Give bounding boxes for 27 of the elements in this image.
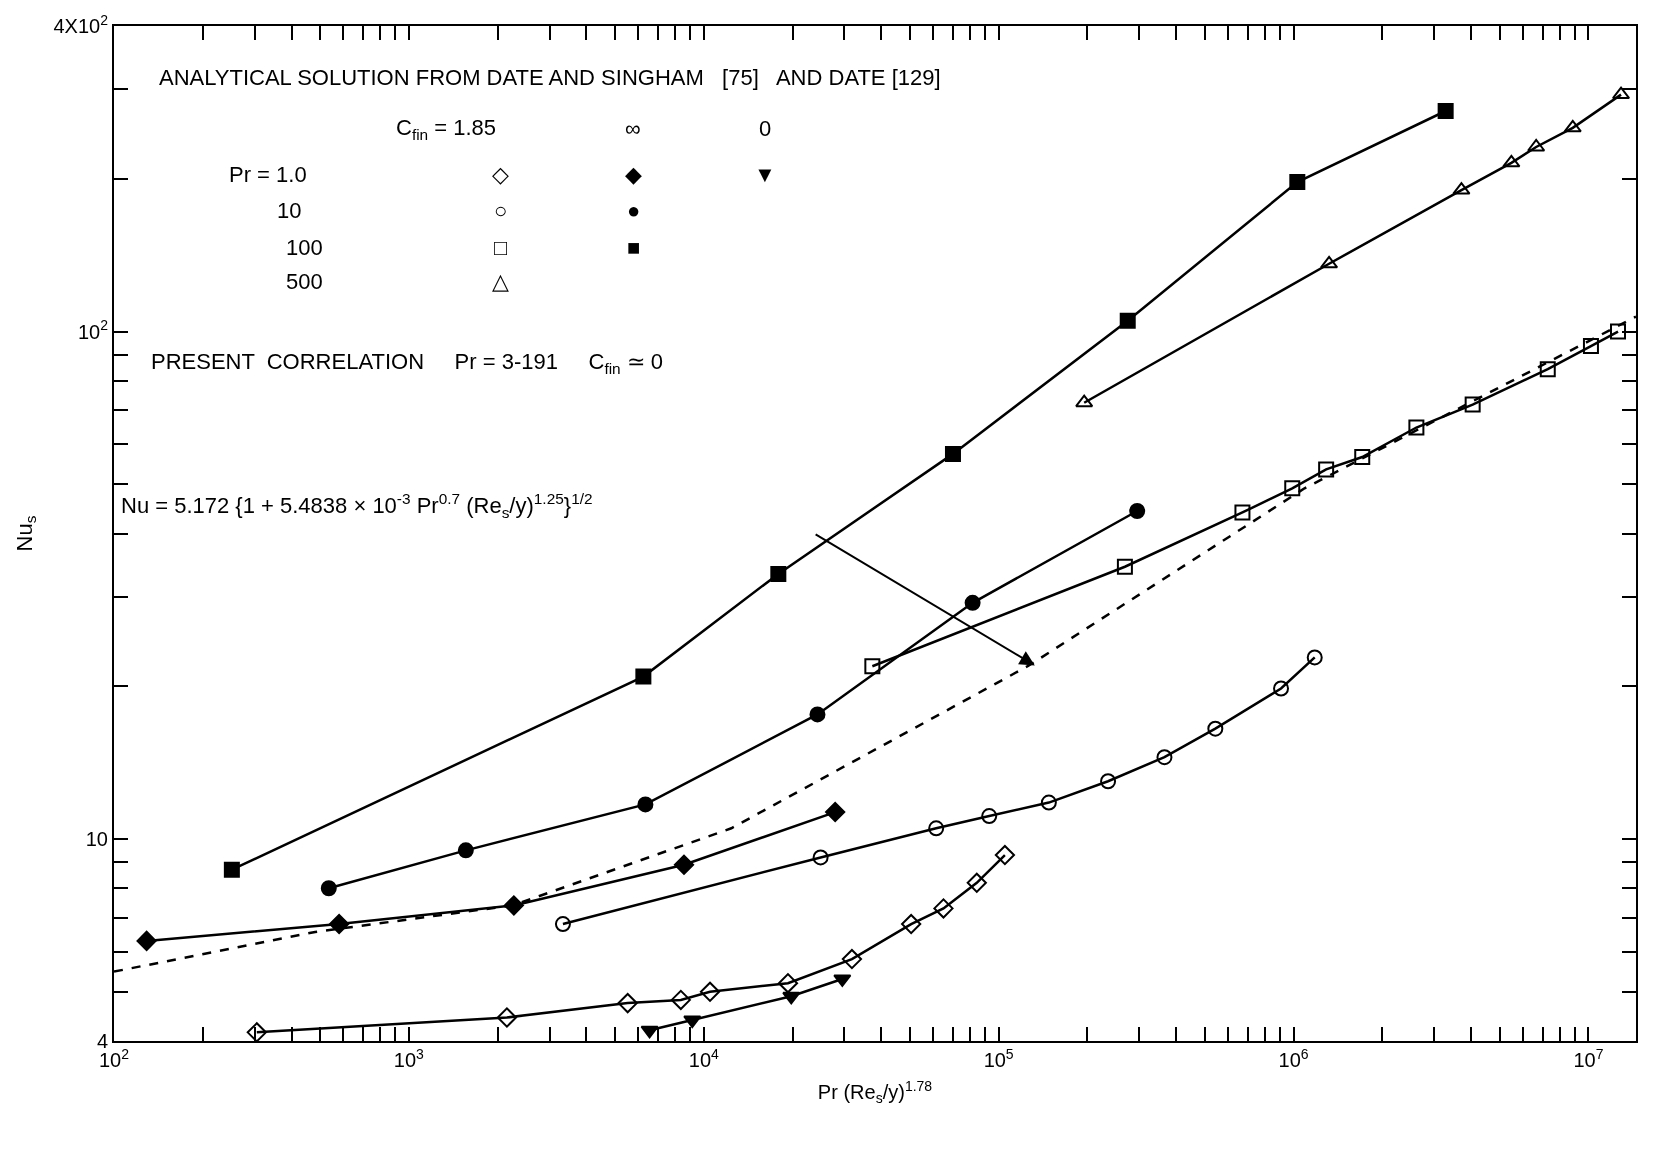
y-tick-label: 10$^{2}$ [77,317,109,343]
annotation: □ [494,235,508,260]
x-axis-title: Pr (Re$_{s}$/y)$^{1.78}$ [817,1077,933,1107]
annotation: ◇ [492,162,509,187]
annotation: ▼ [754,162,776,187]
x-tick-label: 10$^{5}$ [983,1045,1014,1071]
annotation: 10 [277,198,302,223]
annotation: 0 [759,116,772,141]
annotation: Pr = 1.0 [229,162,307,187]
annotation: △ [492,269,509,294]
x-tick-label: 10$^{3}$ [393,1045,425,1071]
y-tick-label: 10 [85,828,108,851]
x-tick-label: 10$^{6}$ [1278,1045,1309,1071]
annotation: ■ [627,235,641,260]
annotation: ◆ [625,162,642,187]
annotation: ANALYTICAL SOLUTION FROM DATE AND SINGHAM [75] AND DATE [129] [159,65,941,90]
text: Nu = 5.172 {1 + 5.4838 × 10$^{-3}$ Pr$^{0.7}$ (Re$_{s}$/y)$^{1.25}$}$^{1/2}$ [121,490,593,521]
annotation: 100 [286,235,323,260]
annotation: ○ [494,198,508,223]
annotation: ∞ [625,116,641,141]
x-tick-label: 10$^{7}$ [1573,1045,1604,1071]
annotation: PRESENT CORRELATION Pr = 3-191 C$_{fin}$ ≃ 0 [151,349,664,377]
annotation: ● [627,198,641,223]
annotation: 500 [286,269,323,294]
y-tick-label: 4X10$^{2}$ [53,11,109,37]
x-tick-label: 10$^{4}$ [688,1045,719,1071]
annotation: C$_{fin}$ = 1.85 [396,115,497,143]
